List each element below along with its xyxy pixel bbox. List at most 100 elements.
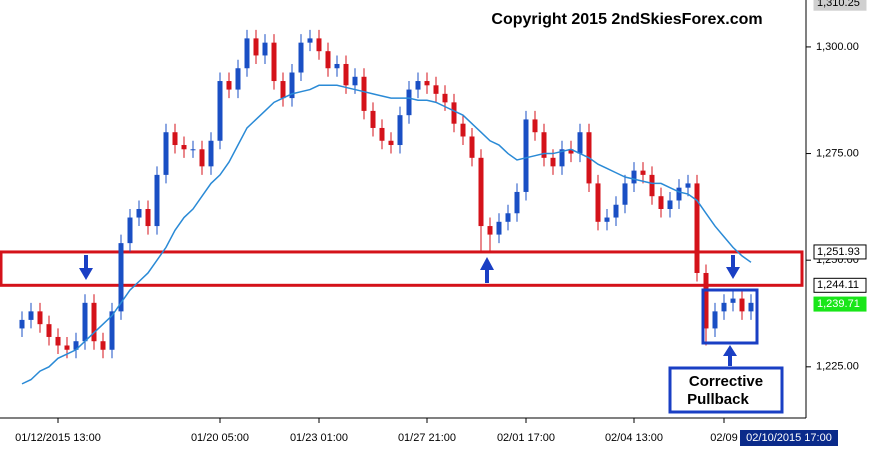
- candle-body: [415, 81, 421, 90]
- candle-body: [370, 110, 376, 128]
- candle-body: [37, 311, 43, 325]
- candle-body: [55, 336, 61, 346]
- price-label: 1,310.25: [817, 0, 860, 9]
- candle-body: [199, 149, 205, 167]
- candle-body: [334, 63, 340, 69]
- candle-body: [397, 115, 403, 146]
- candle-body: [109, 311, 115, 350]
- annotation: Pullback: [687, 391, 749, 408]
- candle-body: [496, 221, 502, 235]
- candle-body: [172, 132, 178, 146]
- arrow-down: [79, 255, 93, 280]
- candle-body: [469, 136, 475, 158]
- candle-body: [244, 38, 250, 69]
- candle-body: [145, 209, 151, 227]
- candle-body: [532, 119, 538, 133]
- x-tick-label: 02/09: [710, 432, 738, 444]
- x-tick-label: 02/04 13:00: [605, 432, 663, 444]
- candle-body: [451, 102, 457, 124]
- candle-body: [46, 324, 52, 337]
- x-tick-label: 01/27 21:00: [398, 432, 456, 444]
- candle-body: [217, 81, 223, 141]
- candle-body: [307, 38, 313, 43]
- price-label: 1,239.71: [817, 298, 860, 310]
- candle-body: [721, 302, 727, 312]
- x-tick-label: 01/12/2015 13:00: [15, 432, 101, 444]
- cursor-label-bg: [740, 430, 838, 446]
- candle-body: [703, 272, 709, 329]
- candle-body: [712, 311, 718, 329]
- candle-body: [226, 81, 232, 90]
- candle-body: [100, 341, 106, 350]
- candle-body: [19, 319, 25, 329]
- candle-body: [298, 42, 304, 73]
- candle-body: [694, 183, 700, 273]
- candle-body: [739, 298, 745, 312]
- candle-body: [262, 42, 268, 56]
- arrow-down: [726, 255, 740, 279]
- candle-body: [649, 174, 655, 197]
- candle-body: [73, 341, 79, 350]
- candle-body: [136, 209, 142, 218]
- candle-body: [325, 51, 331, 69]
- candle-body: [595, 183, 601, 222]
- candle-body: [271, 42, 277, 82]
- price-label-box: [813, 277, 867, 293]
- candle-body: [190, 149, 196, 151]
- y-tick-label: 1,300.00: [816, 41, 859, 53]
- candle-body: [658, 196, 664, 209]
- cursor-label: 02/10/2015 17:00: [746, 432, 832, 444]
- x-tick-label: 02/01 17:00: [497, 432, 555, 444]
- candle-body: [82, 302, 88, 342]
- annotation: Corrective: [689, 373, 763, 390]
- y-tick-label: 1,275.00: [816, 147, 859, 159]
- annotation-box: [668, 366, 784, 414]
- candle-body: [388, 140, 394, 146]
- candle-body: [676, 187, 682, 201]
- candle-body: [478, 157, 484, 227]
- candle-body: [604, 217, 610, 222]
- candle-body: [64, 345, 70, 350]
- candle-body: [460, 123, 466, 137]
- candle-body: [28, 311, 34, 320]
- candle-body: [316, 38, 322, 52]
- candle-body: [613, 204, 619, 218]
- price-label: 1,251.93: [817, 246, 860, 258]
- price-label: 1,244.11: [817, 279, 859, 291]
- candle-body: [163, 132, 169, 175]
- candle-body: [667, 200, 673, 209]
- candle-body: [343, 63, 349, 86]
- y-tick-label: 1,225.00: [816, 361, 859, 373]
- candle-body: [631, 170, 637, 184]
- candle-body: [352, 76, 358, 86]
- price-label-box: [813, 244, 867, 260]
- candle-body: [406, 89, 412, 116]
- x-tick-label: 01/23 01:00: [290, 432, 348, 444]
- price-label-box: [813, 296, 867, 312]
- candle-body: [91, 302, 97, 342]
- candle-body: [505, 213, 511, 222]
- candle-body: [568, 149, 574, 154]
- candle-body: [379, 127, 385, 141]
- candle-body: [541, 132, 547, 158]
- candle-body: [487, 226, 493, 235]
- plot: 1,225.001,250.001,275.001,300.0001/12/20…: [0, 29, 859, 444]
- candle-body: [208, 140, 214, 167]
- candle-body: [730, 298, 736, 303]
- candle-body: [433, 85, 439, 94]
- candle-body: [685, 183, 691, 188]
- highlight-box: [701, 288, 759, 345]
- candle-body: [640, 170, 646, 175]
- zone: [0, 250, 804, 287]
- candle-body: [577, 132, 583, 154]
- candle-body: [523, 119, 529, 192]
- candle-body: [361, 76, 367, 111]
- price-label-box: [813, 0, 867, 11]
- arrows: [79, 255, 740, 366]
- candle-body: [550, 157, 556, 167]
- x-tick-label: 01/20 05:00: [191, 432, 249, 444]
- candle-body: [235, 68, 241, 90]
- candle-body: [253, 38, 259, 56]
